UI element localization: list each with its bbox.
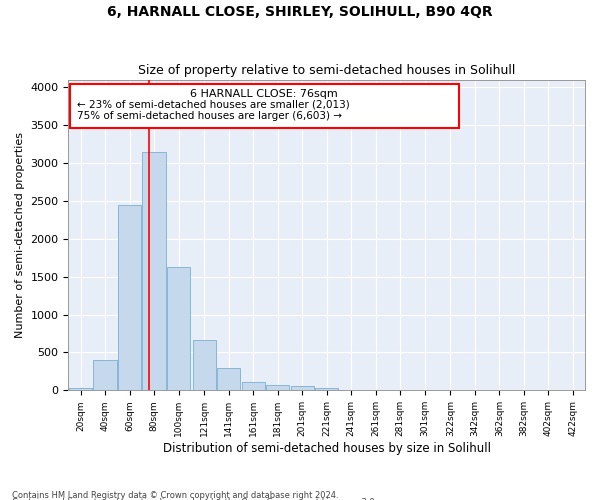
Bar xyxy=(290,386,314,390)
Text: 6 HARNALL CLOSE: 76sqm: 6 HARNALL CLOSE: 76sqm xyxy=(190,88,338,99)
Bar xyxy=(217,368,241,390)
Text: 75% of semi-detached houses are larger (6,603) →: 75% of semi-detached houses are larger (… xyxy=(77,112,342,122)
Bar xyxy=(94,360,117,390)
Bar xyxy=(142,152,166,390)
Bar xyxy=(315,388,338,390)
Bar xyxy=(193,340,216,390)
Bar xyxy=(167,267,190,390)
FancyBboxPatch shape xyxy=(70,84,459,128)
Bar xyxy=(118,206,141,390)
Bar xyxy=(69,388,92,390)
Bar xyxy=(266,385,289,390)
Bar xyxy=(242,382,265,390)
Text: Contains public sector information licensed under the Open Government Licence v3: Contains public sector information licen… xyxy=(12,498,377,500)
Title: Size of property relative to semi-detached houses in Solihull: Size of property relative to semi-detach… xyxy=(138,64,515,77)
Text: ← 23% of semi-detached houses are smaller (2,013): ← 23% of semi-detached houses are smalle… xyxy=(77,100,350,110)
Text: 6, HARNALL CLOSE, SHIRLEY, SOLIHULL, B90 4QR: 6, HARNALL CLOSE, SHIRLEY, SOLIHULL, B90… xyxy=(107,5,493,19)
Y-axis label: Number of semi-detached properties: Number of semi-detached properties xyxy=(15,132,25,338)
X-axis label: Distribution of semi-detached houses by size in Solihull: Distribution of semi-detached houses by … xyxy=(163,442,491,455)
Text: Contains HM Land Registry data © Crown copyright and database right 2024.: Contains HM Land Registry data © Crown c… xyxy=(12,490,338,500)
